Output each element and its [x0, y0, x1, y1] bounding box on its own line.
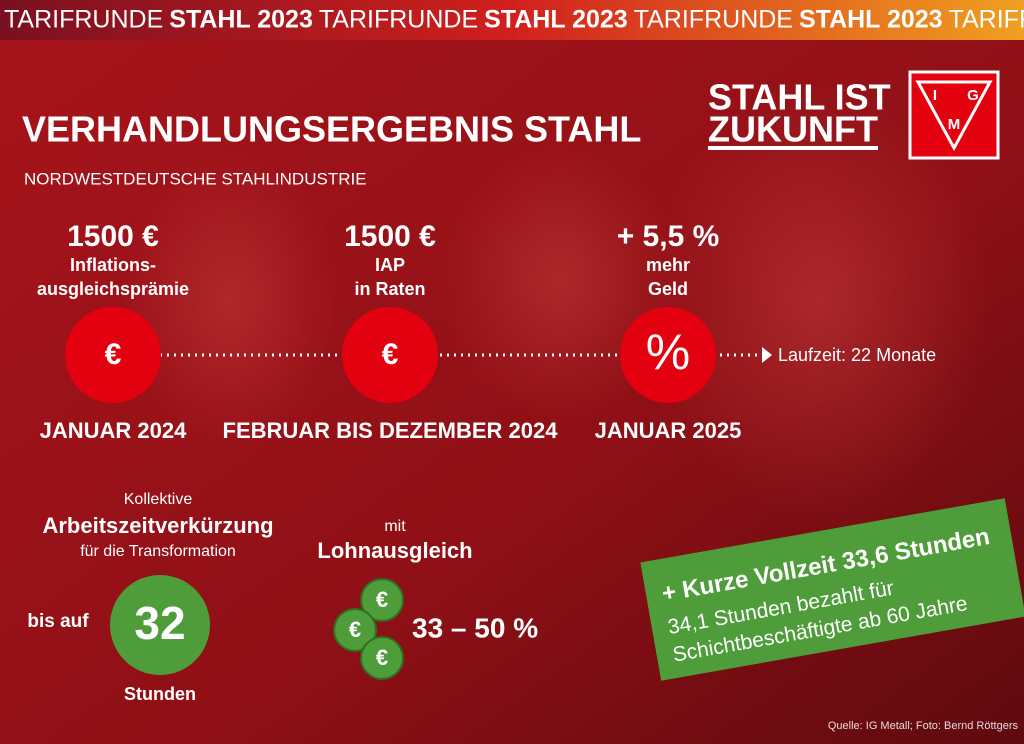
date: JANUAR 2025	[595, 418, 742, 443]
title: VERHANDLUNGSERGEBNIS STAHL	[22, 109, 641, 150]
logo-text: STAHL IST	[708, 77, 891, 118]
banner-light: TARIFRUNDE	[949, 6, 1024, 34]
date: FEBRUAR BIS DEZEMBER 2024	[223, 418, 559, 443]
banner-light: TARIFRUNDE	[319, 6, 478, 34]
hours: 32	[134, 597, 185, 649]
banner-light: TARIFRUNDE	[4, 6, 163, 34]
icon-circle	[620, 307, 716, 403]
source: Quelle: IG Metall; Foto: Bernd Röttgers	[828, 720, 1019, 732]
coin	[360, 636, 404, 680]
photo-shade	[120, 150, 340, 450]
amount-label: ausgleichsprämie	[37, 279, 189, 299]
amount-label: mehr	[646, 255, 690, 275]
logo-text: ZUKUNFT	[708, 109, 878, 150]
duration: Laufzeit: 22 Monate	[778, 345, 936, 365]
amount: 1500 €	[344, 220, 436, 253]
icon: %	[646, 324, 690, 380]
igm-logo-shape	[915, 80, 993, 152]
amount-label: Geld	[648, 279, 688, 299]
amount-label: Inflations-	[70, 255, 156, 275]
subtitle: NORDWESTDEUTSCHE STAHLINDUSTRIE	[24, 169, 367, 188]
icon: €	[105, 338, 122, 371]
hours-circle	[110, 575, 210, 675]
wage-range: 33 – 50 %	[412, 612, 538, 643]
timeline-arrow	[762, 347, 772, 363]
igm-letter: M	[948, 116, 961, 133]
coin-symbol: €	[349, 617, 361, 642]
wage-pre: mit	[384, 518, 406, 535]
icon-circle	[342, 307, 438, 403]
coin	[333, 608, 377, 652]
coin	[360, 578, 404, 622]
banner-bold: STAHL 2023	[799, 6, 943, 34]
highlight-box-bg	[640, 498, 1024, 681]
igm-letter: I	[933, 87, 937, 104]
photo-shade	[440, 140, 680, 420]
coin-symbol: €	[376, 587, 388, 612]
worktime-bold: Arbeitszeitverkürzung	[42, 513, 273, 538]
worktime-prefix: bis auf	[27, 611, 89, 632]
banner-bold: STAHL 2023	[169, 6, 313, 34]
banner-bold: STAHL 2023	[484, 6, 628, 34]
coin-symbol: €	[376, 645, 388, 670]
igm-logo	[908, 70, 1000, 160]
date: JANUAR 2024	[40, 418, 187, 443]
amount-label: IAP	[375, 255, 405, 275]
wage-bold: Lohnausgleich	[317, 538, 472, 563]
amount: + 5,5 %	[617, 220, 720, 253]
amount: 1500 €	[67, 220, 159, 253]
logo-rule	[708, 146, 878, 150]
banner	[0, 0, 1024, 40]
hours-unit: Stunden	[124, 684, 196, 704]
igm-letter: G	[967, 87, 979, 104]
worktime-post: für die Transformation	[80, 543, 236, 560]
icon-circle	[65, 307, 161, 403]
icon: €	[382, 338, 399, 371]
worktime-pre: Kollektive	[124, 491, 193, 508]
banner-light: TARIFRUNDE	[634, 6, 793, 34]
amount-label: in Raten	[354, 279, 425, 299]
photo-shade	[650, 80, 990, 520]
